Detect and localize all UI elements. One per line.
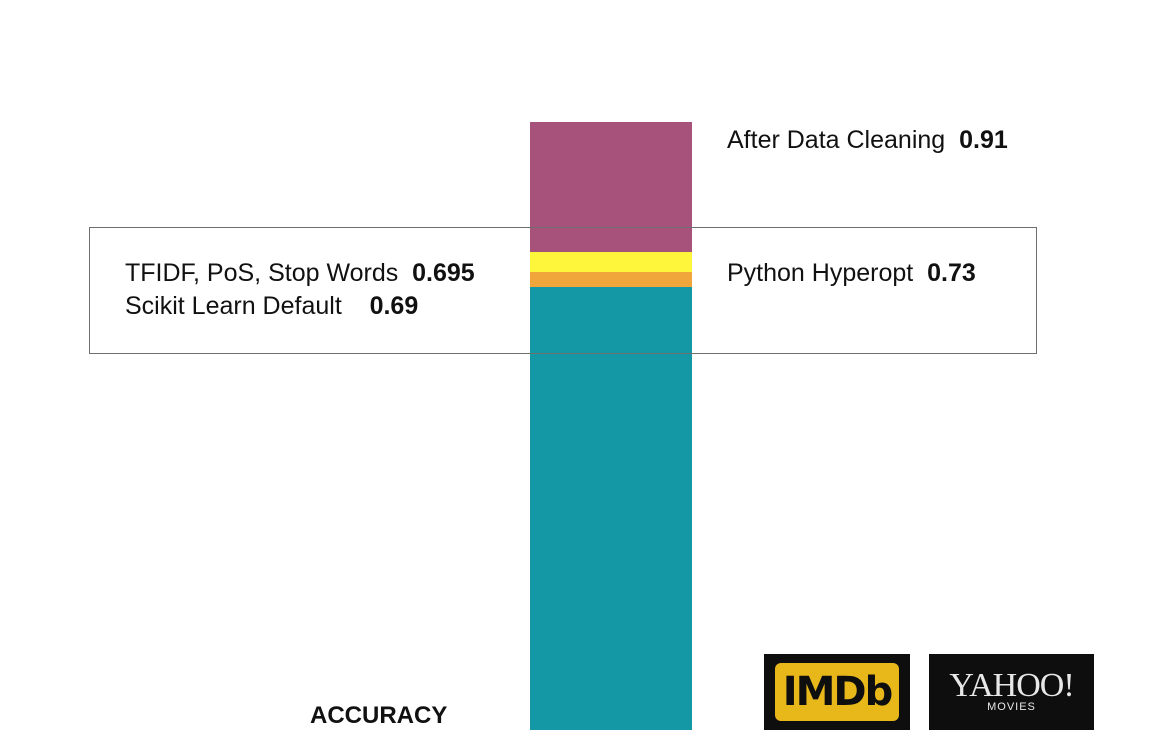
segment-value: 0.695 bbox=[412, 259, 475, 287]
label-tfidf-pos-stop-words: TFIDF, PoS, Stop Words 0.695 bbox=[125, 261, 475, 286]
yahoo-movies-logo: YAHOO! MOVIES bbox=[929, 654, 1094, 730]
zoom-highlight-box bbox=[89, 227, 1037, 354]
label-python-hyperopt: Python Hyperopt 0.73 bbox=[727, 261, 976, 286]
segment-value: 0.69 bbox=[369, 292, 419, 320]
bar-segment-3 bbox=[530, 122, 692, 252]
segment-name: TFIDF, PoS, Stop Words bbox=[125, 259, 399, 287]
bar-segment-2 bbox=[530, 252, 692, 272]
yahoo-logo-text: YAHOO! bbox=[949, 667, 1074, 704]
segment-name: Python Hyperopt bbox=[727, 259, 914, 287]
yahoo-logo-subtext: MOVIES bbox=[987, 701, 1036, 713]
label-after-data-cleaning: After Data Cleaning 0.91 bbox=[727, 128, 1008, 153]
stacked-bar bbox=[530, 122, 692, 730]
imdb-logo-text: IMDb bbox=[775, 663, 899, 721]
imdb-logo: IMDb bbox=[764, 654, 910, 730]
segment-name: Scikit Learn Default bbox=[125, 292, 342, 320]
bar-segment-0 bbox=[530, 287, 692, 730]
axis-label: ACCURACY bbox=[310, 702, 448, 729]
bar-segment-1 bbox=[530, 272, 692, 287]
segment-name: After Data Cleaning bbox=[727, 126, 946, 154]
segment-value: 0.91 bbox=[959, 126, 1008, 154]
label-scikit-learn-default: Scikit Learn Default 0.69 bbox=[125, 294, 418, 319]
segment-value: 0.73 bbox=[927, 259, 976, 287]
